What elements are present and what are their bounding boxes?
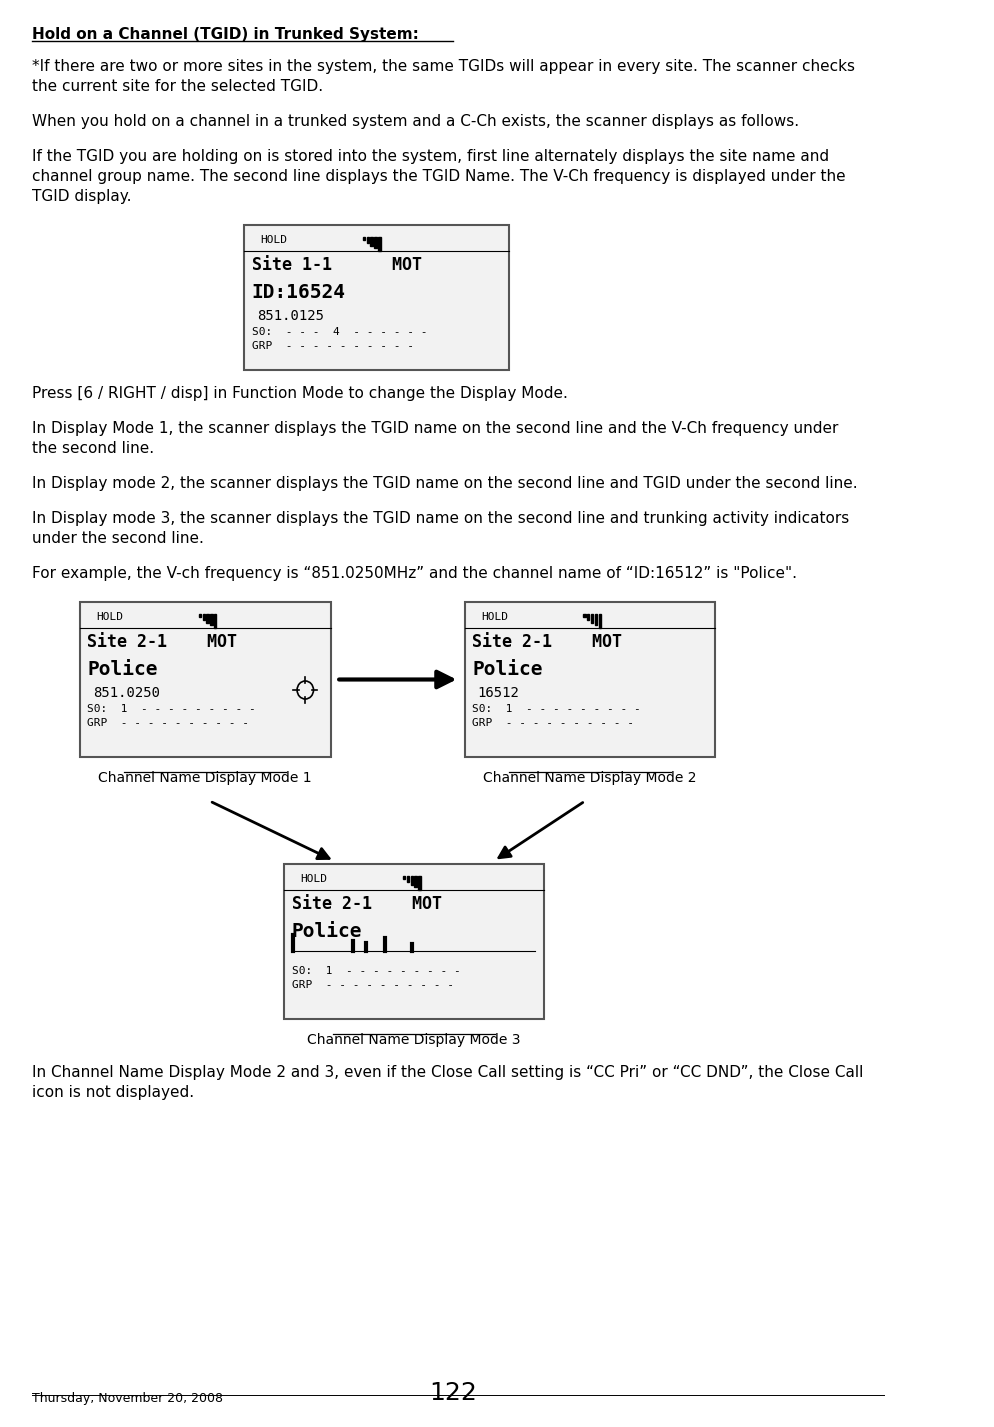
Text: Channel Name Display Mode 3: Channel Name Display Mode 3 [307,1033,521,1047]
Text: Police: Police [291,922,362,940]
Text: GRP  - - - - - - - - - -: GRP - - - - - - - - - - [472,718,634,728]
Bar [203,614,205,619]
Text: TGID display.: TGID display. [32,188,131,204]
Text: HOLD: HOLD [481,612,508,622]
Bar [414,876,416,888]
FancyBboxPatch shape [284,863,544,1019]
Bar [418,876,420,889]
Bar [403,876,406,879]
Text: 122: 122 [429,1381,477,1406]
FancyBboxPatch shape [81,602,331,756]
Text: In Display mode 2, the scanner displays the TGID name on the second line and TGI: In Display mode 2, the scanner displays … [32,477,858,491]
Text: the second line.: the second line. [32,441,154,457]
Bar [363,237,365,240]
Text: channel group name. The second line displays the TGID Name. The V-Ch frequency i: channel group name. The second line disp… [32,168,846,184]
Text: GRP  - - - - - - - - - -: GRP - - - - - - - - - - [291,980,453,990]
Text: When you hold on a channel in a trunked system and a C-Ch exists, the scanner di: When you hold on a channel in a trunked … [32,114,799,128]
Text: 16512: 16512 [477,686,520,701]
Bar [367,237,369,243]
Bar [598,614,601,628]
Text: In Display mode 3, the scanner displays the TGID name on the second line and tru: In Display mode 3, the scanner displays … [32,511,849,527]
Text: 851.0125: 851.0125 [257,310,324,323]
Text: Channel Name Display Mode 1: Channel Name Display Mode 1 [98,771,312,785]
Text: Police: Police [87,661,158,679]
Text: Site 2-1    MOT: Site 2-1 MOT [291,895,441,913]
Bar [411,876,413,885]
Text: If the TGID you are holding on is stored into the system, first line alternately: If the TGID you are holding on is stored… [32,148,829,164]
Text: In Display Mode 1, the scanner displays the TGID name on the second line and the: In Display Mode 1, the scanner displays … [32,421,838,437]
Text: HOLD: HOLD [96,612,123,622]
Text: Hold on a Channel (TGID) in Trunked System:: Hold on a Channel (TGID) in Trunked Syst… [32,27,418,41]
Text: S0:  1  - - - - - - - - -: S0: 1 - - - - - - - - - [87,704,256,714]
Bar [211,614,213,625]
Bar [594,614,597,625]
Text: Site 1-1      MOT: Site 1-1 MOT [251,255,421,274]
Text: Site 2-1    MOT: Site 2-1 MOT [87,634,238,651]
Text: the current site for the selected TGID.: the current site for the selected TGID. [32,78,323,94]
Bar [214,614,217,628]
Bar [407,876,409,882]
Text: In Channel Name Display Mode 2 and 3, even if the Close Call setting is “CC Pri”: In Channel Name Display Mode 2 and 3, ev… [32,1065,863,1080]
Bar [207,614,209,622]
Text: For example, the V-ch frequency is “851.0250MHz” and the channel name of “ID:165: For example, the V-ch frequency is “851.… [32,567,797,581]
Bar [375,237,377,248]
Text: HOLD: HOLD [260,235,287,245]
Text: S0:  - - -  4  - - - - - -: S0: - - - 4 - - - - - - [251,327,427,337]
Text: Press [6 / RIGHT / disp] in Function Mode to change the Display Mode.: Press [6 / RIGHT / disp] in Function Mod… [32,385,568,401]
Bar [583,614,585,618]
Text: GRP  - - - - - - - - - -: GRP - - - - - - - - - - [87,718,249,728]
Text: *If there are two or more sites in the system, the same TGIDs will appear in eve: *If there are two or more sites in the s… [32,59,855,74]
Text: Site 2-1    MOT: Site 2-1 MOT [472,634,622,651]
FancyBboxPatch shape [465,602,716,756]
Text: Thursday, November 20, 2008: Thursday, November 20, 2008 [32,1391,223,1406]
Text: Police: Police [472,661,543,679]
Text: 851.0250: 851.0250 [93,686,160,701]
FancyBboxPatch shape [245,225,509,370]
Text: under the second line.: under the second line. [32,531,204,547]
Text: icon is not displayed.: icon is not displayed. [32,1085,194,1100]
Text: Channel Name Display Mode 2: Channel Name Display Mode 2 [483,771,697,785]
Bar [199,614,201,618]
Text: S0:  1  - - - - - - - - -: S0: 1 - - - - - - - - - [472,704,641,714]
Bar [378,237,381,251]
Bar [591,614,593,622]
Text: HOLD: HOLD [301,873,328,883]
Bar [587,614,589,619]
Text: S0:  1  - - - - - - - - -: S0: 1 - - - - - - - - - [291,966,460,976]
Text: ID:16524: ID:16524 [251,283,346,303]
Bar [371,237,373,245]
Text: GRP  - - - - - - - - - -: GRP - - - - - - - - - - [251,341,414,351]
